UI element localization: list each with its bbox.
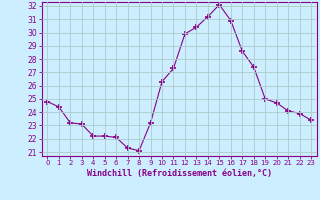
X-axis label: Windchill (Refroidissement éolien,°C): Windchill (Refroidissement éolien,°C) bbox=[87, 169, 272, 178]
